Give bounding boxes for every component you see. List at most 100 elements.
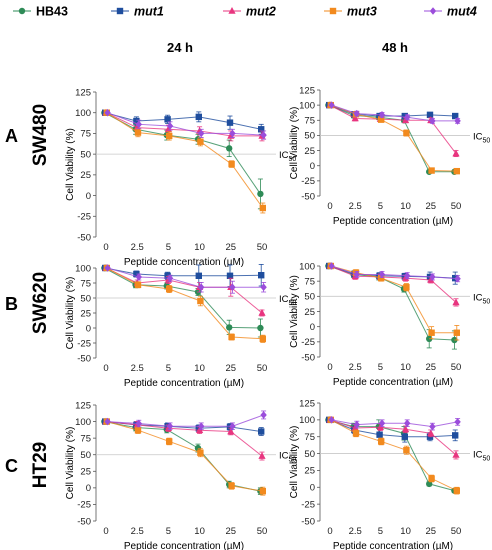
x-tick-label: 25 [426, 526, 437, 537]
data-point [258, 272, 265, 279]
data-point [376, 112, 383, 120]
data-point [258, 452, 266, 459]
series-line [107, 112, 264, 136]
data-point [403, 284, 410, 291]
x-tick-label: 5 [378, 526, 383, 537]
series-mut1 [102, 263, 265, 288]
y-axis-label: Cell Viability (%) [65, 427, 76, 500]
row-cell-line-ht29: HT29 [30, 442, 51, 488]
data-point [401, 433, 408, 440]
x-tick-label: 25 [426, 201, 437, 212]
series-hb43 [101, 418, 264, 495]
y-tick-label: 25 [304, 466, 315, 477]
data-point [353, 109, 360, 118]
y-tick-label: 0 [310, 483, 315, 494]
series-mut2 [102, 417, 266, 461]
data-point [229, 422, 236, 431]
ic50-subscript: 50 [289, 457, 297, 464]
data-point [429, 117, 436, 125]
data-point [166, 438, 173, 445]
data-point [453, 329, 460, 336]
data-point [228, 160, 235, 168]
x-tick-label: 2.5 [349, 526, 362, 537]
data-point [134, 426, 142, 434]
data-point [198, 422, 205, 431]
ic50-subscript: 50 [289, 156, 297, 163]
y-tick-label: -25 [77, 500, 91, 511]
data-point [452, 432, 459, 439]
data-point [426, 111, 434, 119]
y-tick-label: -25 [77, 338, 91, 349]
y-tick-label: 0 [310, 322, 315, 333]
x-tick-label: 50 [257, 242, 268, 253]
y-tick-label: 125 [299, 85, 315, 96]
series-line [331, 265, 458, 280]
data-point [454, 274, 461, 283]
y-tick-label: 0 [310, 161, 315, 172]
y-axis-label: Cell Viability (%) [289, 275, 300, 348]
x-axis-label: Peptide concentration (µM) [333, 541, 453, 550]
series-mut4 [328, 416, 461, 431]
y-tick-label: 50 [80, 293, 91, 304]
x-tick-label: 50 [451, 201, 462, 212]
y-axis-label: Cell Viability (%) [65, 277, 76, 350]
y-tick-label: -50 [77, 516, 91, 527]
y-tick-label: 50 [80, 149, 91, 160]
data-point [195, 113, 202, 121]
data-point [228, 482, 235, 490]
y-tick-label: 100 [299, 100, 315, 111]
data-point [376, 431, 383, 438]
data-point [227, 427, 235, 435]
y-tick-label: 100 [299, 261, 315, 272]
data-point [258, 309, 266, 316]
y-tick-label: 125 [75, 87, 91, 98]
legend-marker-mut4 [429, 7, 437, 15]
data-point [453, 167, 460, 175]
data-point [328, 416, 335, 424]
legend-label-mut2: mut2 [246, 5, 276, 19]
data-point [197, 297, 204, 305]
legend-marker-hb43 [18, 7, 26, 15]
series-mut4 [104, 264, 267, 294]
y-tick-label: 25 [304, 307, 315, 318]
data-point [226, 145, 233, 152]
data-point [328, 101, 335, 109]
data-point [104, 108, 111, 117]
y-tick-label: 75 [80, 433, 91, 444]
series-mut4 [104, 410, 267, 431]
data-point [195, 272, 202, 279]
data-point [378, 111, 386, 119]
series-line [105, 267, 262, 277]
y-tick-label: -50 [301, 352, 315, 363]
y-tick-label: 100 [75, 263, 91, 274]
series-mut2 [326, 101, 460, 158]
series-line [106, 112, 264, 209]
series-line [106, 267, 263, 340]
data-point [454, 418, 461, 426]
panel-ht29-48h: -50 -25 0 25 50 75 100 125 Cell Viability (%) 0 2.… [289, 398, 490, 550]
data-point [259, 335, 266, 342]
y-tick-label: 100 [75, 108, 91, 119]
x-tick-label: 0 [103, 363, 108, 374]
y-axis-label: Cell Viability (%) [65, 128, 76, 201]
data-point [328, 262, 335, 270]
legend: HB43 mut1 mut2 mut3 mut4 [13, 5, 477, 19]
series-line [329, 104, 457, 154]
panel-sw620-48h: -50 -25 0 25 50 75 100 Cell Viability (%) 0 2.5 5 1… [289, 261, 490, 388]
y-axis-label: Cell Viability (%) [289, 426, 300, 499]
ic50-label: IC50 [473, 131, 490, 144]
ic50-subscript: 50 [483, 456, 491, 463]
x-tick-label: 2.5 [349, 201, 362, 212]
row-labels: A SW480 B SW620 C HT29 [5, 104, 51, 488]
data-point [198, 129, 205, 138]
x-tick-label: 10 [194, 242, 205, 253]
y-axis-label: Cell Viability (%) [289, 107, 300, 180]
data-point [259, 204, 266, 212]
y-tick-label: 125 [75, 400, 91, 411]
series-line [104, 112, 261, 195]
x-tick-label: 2.5 [349, 362, 362, 373]
data-point [353, 270, 360, 279]
data-point [166, 285, 173, 293]
data-point [229, 129, 236, 138]
